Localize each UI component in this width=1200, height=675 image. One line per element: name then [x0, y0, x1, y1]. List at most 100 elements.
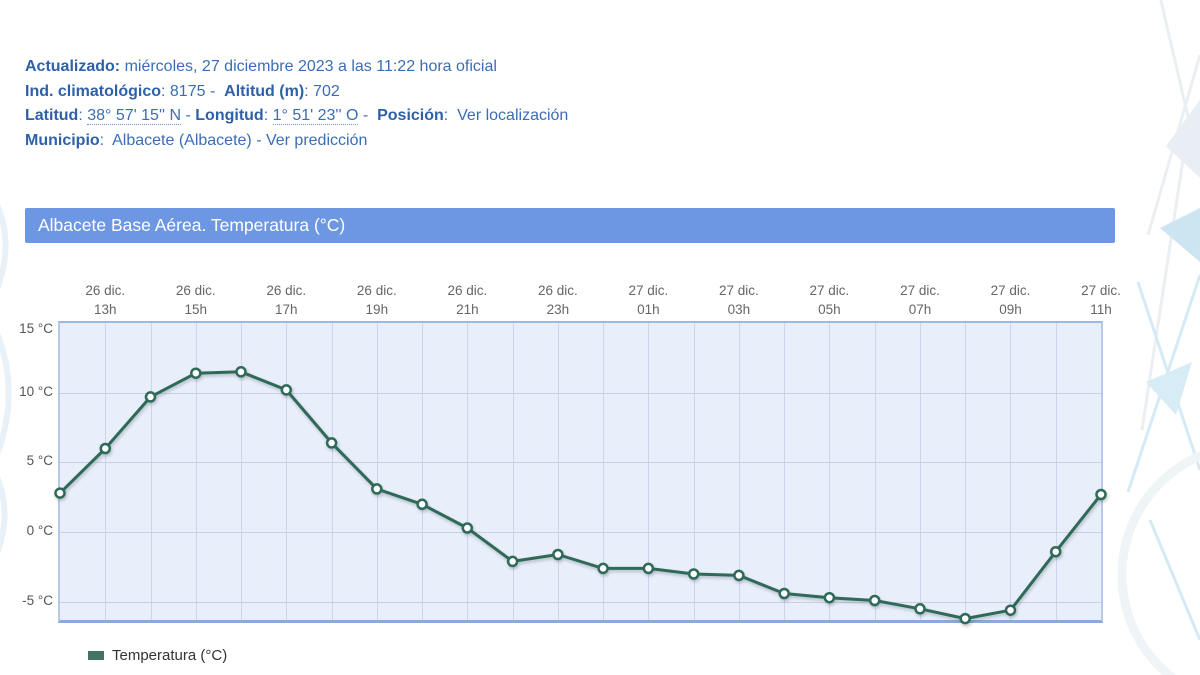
x-tick-hour: 13h [93, 302, 117, 317]
x-tick-label: 26 dic. 13h [67, 281, 143, 319]
municipality-line: Municipio: Albacete (Albacete) - Ver pre… [25, 129, 568, 154]
x-tick-hour: 19h [365, 302, 389, 317]
y-tick-label: 0 °C [26, 523, 53, 539]
x-tick-hour: 17h [275, 302, 298, 317]
watermark-triangle [1146, 362, 1192, 415]
station-info: Actualizado: miércoles, 27 diciembre 202… [25, 55, 568, 153]
x-tick-date: 27 dic. [628, 283, 669, 298]
x-tick-date: 26 dic. [356, 283, 397, 298]
latitude-value: 38° 57' 15'' N [87, 107, 182, 125]
data-point-marker[interactable] [914, 603, 926, 615]
data-point-marker[interactable] [687, 568, 700, 580]
coordinates-line: Latitud: 38° 57' 15'' N - Longitud: 1° 5… [25, 104, 568, 129]
altitude-label: Altitud (m) [224, 82, 305, 100]
x-tick-label: 27 dic. 11h [1063, 281, 1139, 319]
view-forecast-link[interactable]: Ver predicción [265, 131, 368, 149]
x-tick-date: 27 dic. [900, 283, 940, 298]
data-point-marker[interactable] [823, 591, 836, 604]
x-tick-hour: 15h [184, 302, 208, 317]
vertical-gridline [195, 323, 197, 620]
data-point-marker[interactable] [280, 384, 293, 396]
vertical-gridline [919, 323, 921, 620]
longitude-value: 1° 51' 23'' O [272, 107, 359, 125]
vertical-gridline [557, 323, 559, 620]
x-tick-date: 26 dic. [447, 283, 488, 298]
data-point-marker[interactable] [416, 498, 428, 511]
vertical-gridline [241, 323, 243, 620]
chart-title-bar: Albacete Base Aérea. Temperatura (°C) [25, 208, 1115, 243]
x-tick-date: 26 dic. [266, 283, 307, 298]
vertical-gridline [965, 323, 967, 620]
updated-value: miércoles, 27 diciembre 2023 a las 11:22… [120, 58, 497, 75]
updated-line: Actualizado: miércoles, 27 diciembre 202… [25, 55, 568, 80]
legend-label: Temperatura (°C) [112, 647, 228, 664]
x-tick-date: 27 dic. [719, 283, 759, 298]
x-tick-label: 27 dic. 07h [882, 281, 958, 319]
separator: - [181, 107, 196, 124]
data-point-marker[interactable] [1095, 488, 1107, 501]
x-tick-label: 27 dic. 01h [610, 281, 686, 319]
data-point-marker[interactable] [552, 548, 564, 561]
chart-title: Albacete Base Aérea. Temperatura (°C) [38, 215, 346, 235]
horizontal-gridline [60, 601, 1101, 603]
data-point-marker[interactable] [144, 391, 157, 403]
temperature-line [58, 370, 1103, 621]
vertical-gridline [874, 323, 876, 620]
data-point-marker[interactable] [54, 487, 66, 499]
data-point-marker[interactable] [190, 367, 202, 379]
y-tick-label: 15 °C [19, 321, 53, 336]
data-point-marker[interactable] [506, 555, 519, 568]
separator: : [443, 107, 458, 124]
x-axis-labels: 26 dic. 13h 26 dic. 15h 26 dic. 17h 26 dic. 19h… [0, 281, 1200, 321]
position-label: Posición [377, 107, 444, 124]
vertical-gridline [150, 323, 152, 620]
vertical-gridline [467, 323, 469, 620]
watermark-triangle [1166, 100, 1200, 178]
x-tick-date: 26 dic. [537, 283, 578, 298]
data-point-marker[interactable] [1004, 604, 1017, 616]
horizontal-gridline [60, 532, 1101, 534]
x-tick-date: 26 dic. [85, 283, 126, 298]
y-tick-label: 10 °C [19, 383, 53, 399]
x-tick-label: 26 dic. 15h [158, 281, 234, 319]
data-point-marker[interactable] [325, 437, 338, 449]
x-tick-label: 26 dic. 19h [339, 281, 415, 319]
x-tick-label: 27 dic. 09h [972, 281, 1048, 319]
data-point-marker[interactable] [461, 522, 474, 534]
y-axis-labels: 15 °C 10 °C 5 °C 0 °C -5 °C [0, 0, 55, 675]
longitude-label: Longitud [195, 107, 264, 124]
vertical-gridline [738, 323, 740, 620]
data-point-marker[interactable] [597, 562, 609, 575]
x-tick-hour: 09h [999, 302, 1022, 317]
x-tick-date: 27 dic. [809, 283, 850, 298]
latitude-label: Latitud [25, 107, 79, 124]
vertical-gridline [1010, 323, 1012, 620]
data-point-marker[interactable] [868, 594, 881, 607]
data-point-marker[interactable] [778, 587, 790, 600]
vertical-gridline [648, 323, 650, 620]
data-point-marker[interactable] [371, 483, 383, 495]
x-tick-hour: 05h [818, 302, 841, 317]
horizontal-gridline [60, 392, 1101, 394]
climatological-index-value: : 8175 - [161, 82, 225, 100]
vertical-gridline [331, 323, 333, 620]
vertical-gridline [784, 323, 786, 620]
vertical-gridline [512, 323, 514, 620]
data-point-marker[interactable] [1049, 545, 1062, 558]
vertical-gridline [105, 323, 107, 620]
data-point-marker[interactable] [99, 442, 112, 455]
y-tick-label: -5 °C [22, 592, 53, 608]
data-point-marker[interactable] [959, 612, 971, 625]
vertical-gridline [1055, 323, 1057, 620]
data-point-marker[interactable] [235, 366, 247, 378]
data-point-marker[interactable] [733, 569, 745, 582]
data-point-marker[interactable] [642, 562, 655, 575]
x-tick-label: 27 dic. 05h [791, 281, 867, 319]
vertical-gridline [693, 323, 695, 620]
vertical-gridline [286, 323, 288, 620]
view-location-link[interactable]: Ver localización [457, 107, 569, 124]
climatological-index-label: Ind. climatológico [25, 82, 162, 100]
x-tick-label: 26 dic. 23h [520, 281, 596, 319]
vertical-gridline [422, 323, 424, 620]
altitude-value: : 702 [304, 82, 340, 100]
